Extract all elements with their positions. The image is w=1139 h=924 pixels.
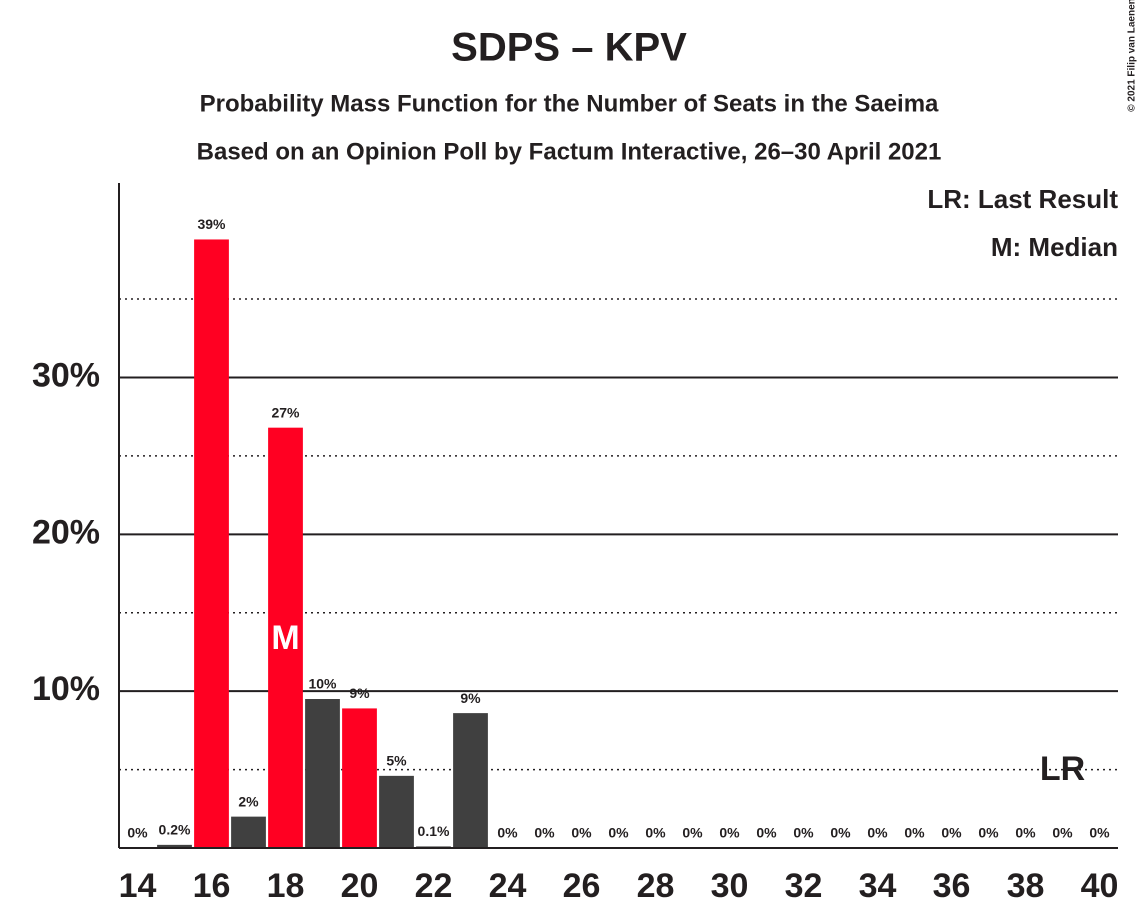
- data-label: 0%: [793, 825, 814, 841]
- data-label: 9%: [460, 690, 481, 706]
- data-label: 2%: [238, 793, 259, 809]
- data-label: 0%: [682, 825, 703, 841]
- data-label: 0%: [497, 825, 518, 841]
- y-tick-label: 30%: [32, 356, 100, 394]
- data-label: 27%: [271, 404, 300, 420]
- x-tick-label: 14: [119, 867, 157, 905]
- data-label: 0%: [1089, 825, 1110, 841]
- data-label: 39%: [197, 216, 226, 232]
- x-tick-label: 36: [933, 867, 971, 905]
- median-marker: M: [271, 619, 299, 657]
- x-tick-label: 30: [711, 867, 749, 905]
- x-tick-label: 38: [1007, 867, 1045, 905]
- data-label: 9%: [349, 685, 370, 701]
- data-label: 0%: [534, 825, 555, 841]
- data-label: 0%: [608, 825, 629, 841]
- x-tick-label: 24: [489, 867, 527, 905]
- x-tick-label: 28: [637, 867, 675, 905]
- bar: [268, 427, 303, 848]
- bar: [194, 239, 229, 848]
- x-tick-label: 20: [341, 867, 379, 905]
- legend-entry: M: Median: [991, 232, 1118, 262]
- last-result-marker: LR: [1040, 750, 1085, 788]
- bar: [157, 844, 192, 848]
- data-label: 0%: [756, 825, 777, 841]
- data-label: 10%: [308, 676, 337, 692]
- data-label: 0.2%: [159, 822, 191, 838]
- legend-entry: LR: Last Result: [927, 184, 1118, 214]
- bar: [453, 713, 488, 848]
- y-tick-label: 20%: [32, 513, 100, 551]
- data-label: 0%: [904, 825, 925, 841]
- x-tick-label: 22: [415, 867, 453, 905]
- data-label: 0%: [830, 825, 851, 841]
- data-label: 0%: [1052, 825, 1073, 841]
- copyright: © 2021 Filip van Laenen: [1127, 0, 1138, 112]
- data-label: 5%: [386, 753, 407, 769]
- y-tick-label: 10%: [32, 670, 100, 708]
- bar: [342, 708, 377, 848]
- chart-subtitle: Probability Mass Function for the Number…: [200, 90, 939, 117]
- data-label: 0%: [719, 825, 740, 841]
- bar: [305, 699, 340, 848]
- data-label: 0%: [571, 825, 592, 841]
- data-label: 0%: [867, 825, 888, 841]
- x-tick-label: 26: [563, 867, 601, 905]
- x-tick-label: 18: [267, 867, 305, 905]
- bar: [379, 775, 414, 848]
- x-tick-label: 16: [193, 867, 231, 905]
- data-label: 0%: [127, 825, 148, 841]
- x-tick-label: 32: [785, 867, 823, 905]
- data-label: 0%: [645, 825, 666, 841]
- data-label: 0%: [941, 825, 962, 841]
- data-label: 0%: [978, 825, 999, 841]
- chart-title: SDPS – KPV: [451, 26, 687, 70]
- data-label: 0%: [1015, 825, 1036, 841]
- chart-subtitle: Based on an Opinion Poll by Factum Inter…: [197, 138, 942, 165]
- data-label: 0.1%: [418, 823, 450, 839]
- x-tick-label: 40: [1081, 867, 1119, 905]
- x-tick-label: 34: [859, 867, 897, 905]
- bar: [231, 816, 266, 848]
